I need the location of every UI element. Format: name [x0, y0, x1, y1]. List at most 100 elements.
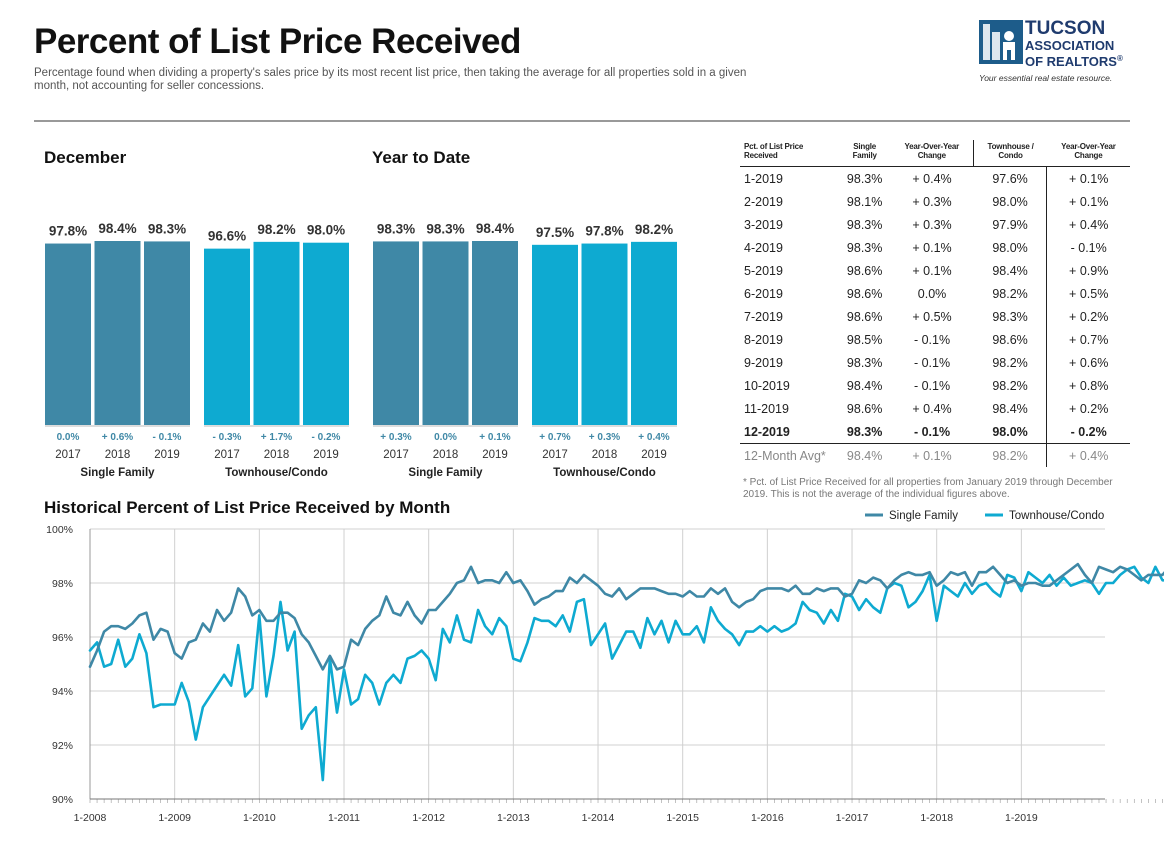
bar-ytd-th-2019	[631, 241, 677, 425]
x-tick-label: 1-2008	[74, 812, 107, 824]
bar-ytd-th-2017	[532, 244, 578, 425]
table-cell: 12-Month Avg*	[740, 443, 840, 467]
table-cell: + 0.2%	[1069, 309, 1109, 324]
bar-value-label: 98.3%	[377, 221, 415, 236]
table-cell: 9-2019	[744, 355, 783, 370]
x-tick-label: 1-2010	[243, 812, 276, 824]
table-cell: 98.0%	[973, 236, 1048, 259]
bar-value-label: 97.8%	[49, 224, 87, 239]
table-cell: 98.4%	[973, 259, 1048, 282]
table-row: 3-2019 98.3% + 0.3% 97.9% + 0.4%	[740, 213, 1130, 236]
bar-year-label: 2018	[105, 449, 131, 461]
x-tick-label: 1-2017	[836, 812, 869, 824]
table-cell: 98.2%	[973, 443, 1048, 467]
table-cell: 98.2%	[973, 351, 1048, 374]
table-cell: 98.4%	[973, 397, 1048, 420]
table-cell: + 0.7%	[1069, 332, 1109, 347]
bar-value-label: 98.4%	[476, 221, 514, 236]
bar-group-label: Townhouse/Condo	[225, 467, 328, 479]
table-cell: 98.5%	[846, 332, 883, 347]
x-tick-label: 1-2019	[1005, 812, 1038, 824]
bar-year-label: 2019	[313, 449, 339, 461]
table-cell: - 0.1%	[913, 424, 951, 439]
tucson-realtors-logo: TUCSON ASSOCIATION OF REALTORS® Your ess…	[977, 18, 1127, 84]
page-subtitle: Percentage found when dividing a propert…	[34, 67, 747, 92]
bar-year-label: 2018	[592, 449, 618, 461]
bar-december-th-2018	[253, 241, 300, 425]
x-tick-label: 1-2016	[751, 812, 784, 824]
table-cell: 6-2019	[744, 286, 783, 301]
x-tick-label: 1-2013	[497, 812, 530, 824]
table-row: 12-2019 98.3% - 0.1% 98.0% - 0.2%	[740, 420, 1130, 444]
logo-line-2: ASSOCIATION	[1025, 38, 1115, 53]
bar-december-sf-2019	[144, 241, 190, 425]
bar-value-label: 98.3%	[148, 221, 186, 236]
bar-change-label: + 0.1%	[479, 432, 511, 443]
y-tick-label: 96%	[52, 632, 73, 644]
table-cell: 98.3%	[846, 217, 883, 232]
table-cell: 10-2019	[744, 378, 790, 393]
logo-building-icon	[979, 20, 1023, 64]
bar-december-th-2017	[204, 248, 250, 425]
ytd-section-title: Year to Date	[372, 148, 471, 167]
table-row: 9-2019 98.3% - 0.1% 98.2% + 0.6%	[740, 351, 1130, 374]
bar-change-label: + 0.3%	[589, 432, 621, 443]
bar-value-label: 97.8%	[585, 224, 623, 239]
bar-value-label: 98.0%	[307, 223, 345, 238]
table-cell: + 0.4%	[1046, 443, 1130, 467]
table-cell: 2-2019	[744, 194, 783, 209]
bar-value-label: 98.2%	[635, 222, 673, 237]
table-cell: + 0.4%	[890, 166, 974, 190]
bar-year-label: 2019	[482, 449, 508, 461]
bar-year-label: 2017	[214, 449, 240, 461]
table-cell: 1-2019	[740, 166, 840, 190]
table-cell: 12-2019	[744, 424, 790, 439]
bar-year-label: 2019	[641, 449, 667, 461]
table-cell: 97.9%	[973, 213, 1048, 236]
bar-change-label: + 0.3%	[380, 432, 412, 443]
bar-change-label: - 0.2%	[312, 432, 341, 443]
table-cell: 98.6%	[846, 286, 883, 301]
bar-year-label: 2017	[383, 449, 409, 461]
x-tick-label: 1-2018	[920, 812, 953, 824]
legend-label: Single Family	[889, 510, 958, 522]
bar-group-label: Single Family	[408, 467, 483, 479]
bar-december-th-2019	[303, 242, 349, 425]
series-line-single-family	[88, 562, 1164, 671]
table-cell: + 0.1%	[912, 240, 952, 255]
y-tick-label: 94%	[52, 686, 73, 698]
table-cell: 98.3%	[973, 305, 1048, 328]
table-cell: 7-2019	[744, 309, 783, 324]
table-cell: 11-2019	[744, 401, 789, 416]
bar-group-label: Single Family	[80, 467, 155, 479]
table-cell: + 0.4%	[912, 401, 952, 416]
historical-chart-title: Historical Percent of List Price Receive…	[44, 498, 451, 517]
bar-year-label: 2018	[433, 449, 459, 461]
table-row: 5-2019 98.6% + 0.1% 98.4% + 0.9%	[740, 259, 1130, 282]
bar-value-label: 96.6%	[208, 229, 246, 244]
table-cell: + 0.3%	[912, 217, 952, 232]
table-cell: 98.1%	[846, 194, 883, 209]
table-row: 2-2019 98.1% + 0.3% 98.0% + 0.1%	[740, 190, 1130, 213]
table-cell: 98.0%	[973, 190, 1048, 213]
table-cell: 98.3%	[839, 166, 891, 190]
y-tick-label: 92%	[52, 740, 73, 752]
table-cell: + 0.5%	[912, 309, 952, 324]
col-header-sf-change: Year-Over-Year Change	[890, 140, 975, 167]
table-cell: 4-2019	[744, 240, 783, 255]
bar-year-label: 2017	[542, 449, 568, 461]
col-header-th-change: Year-Over-Year Change	[1061, 142, 1116, 160]
bar-value-label: 98.4%	[98, 221, 136, 236]
bar-change-label: + 0.7%	[539, 432, 571, 443]
table-cell: 8-2019	[744, 332, 783, 347]
table-row: 10-2019 98.4% - 0.1% 98.2% + 0.8%	[740, 374, 1130, 397]
table-cell: + 0.1%	[1046, 166, 1130, 190]
table-cell: + 0.8%	[1069, 378, 1109, 393]
logo-line-1: TUCSON	[1025, 18, 1106, 39]
y-tick-label: 98%	[52, 578, 73, 590]
table-cell: + 0.1%	[912, 263, 952, 278]
table-cell: + 0.2%	[1069, 401, 1109, 416]
bar-change-label: + 0.4%	[638, 432, 670, 443]
bar-ytd-sf-2018	[422, 241, 469, 425]
bar-change-label: - 0.3%	[213, 432, 242, 443]
